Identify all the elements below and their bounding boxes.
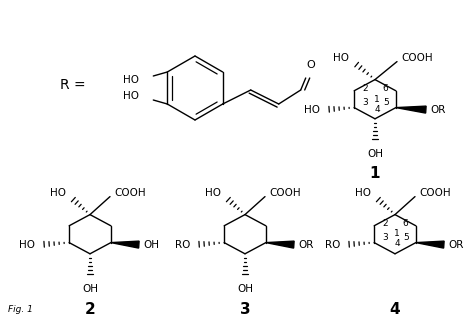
Text: O: O [306,60,315,70]
Text: 1: 1 [394,229,400,238]
Polygon shape [266,241,294,248]
Text: OH: OH [143,240,159,250]
Text: HO: HO [123,75,139,85]
Text: RO: RO [175,240,190,250]
Text: HO: HO [333,52,349,63]
Text: OH: OH [237,284,253,294]
Text: OR: OR [448,240,463,250]
Text: 2: 2 [382,219,388,228]
Text: OH: OH [367,149,383,159]
Text: COOH: COOH [401,52,433,63]
Text: OH: OH [82,284,98,294]
Polygon shape [111,241,139,248]
Text: 4: 4 [390,302,401,317]
Text: COOH: COOH [114,188,146,197]
Text: 3: 3 [382,233,388,242]
Text: HO: HO [19,240,35,250]
Text: 5: 5 [404,233,410,242]
Text: COOH: COOH [419,188,451,197]
Text: R =: R = [60,78,86,92]
Text: 4: 4 [374,105,380,114]
Text: 6: 6 [402,219,408,228]
Text: HO: HO [50,188,66,197]
Text: OR: OR [430,105,445,115]
Text: OR: OR [298,240,313,250]
Text: 1: 1 [374,94,380,103]
Text: 3: 3 [362,98,368,107]
Text: HO: HO [123,91,139,101]
Text: 5: 5 [383,98,390,107]
Text: 6: 6 [382,84,388,93]
Text: 2: 2 [85,302,95,317]
Text: 1: 1 [370,165,380,180]
Text: HO: HO [355,188,371,197]
Text: 2: 2 [362,84,368,93]
Polygon shape [416,241,444,248]
Text: 3: 3 [240,302,250,317]
Text: RO: RO [325,240,340,250]
Text: 4: 4 [394,239,400,249]
Text: HO: HO [205,188,221,197]
Text: COOH: COOH [269,188,301,197]
Text: HO: HO [304,105,320,115]
Text: Fig. 1: Fig. 1 [8,306,33,315]
Polygon shape [396,106,426,113]
